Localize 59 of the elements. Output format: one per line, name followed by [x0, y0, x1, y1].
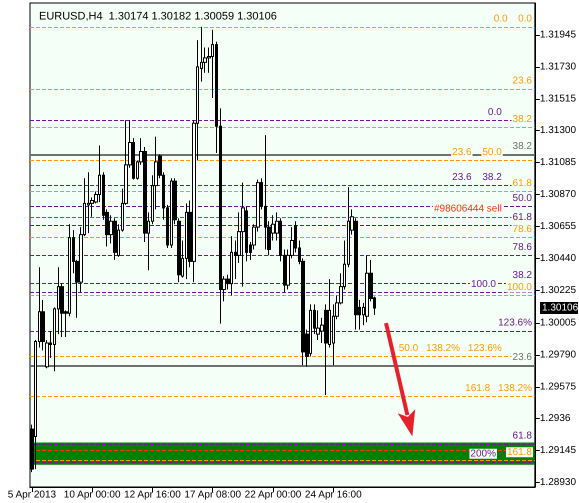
annotation: 23.6 — [452, 146, 472, 158]
annotation: 38.2 — [512, 114, 532, 126]
x-tick-label: 10 Apr 00:00 — [64, 490, 121, 500]
annotation: 23.6 — [452, 172, 472, 184]
x-tick-label: 22 Apr 00:00 — [244, 490, 302, 500]
candlestick — [87, 172, 90, 234]
annotation: #98606444 sell — [434, 203, 502, 214]
y-tick-label: 1.28930 — [540, 477, 576, 488]
candlestick — [365, 254, 369, 323]
annotation: 123.6% — [468, 342, 502, 354]
annotation: 0.0 — [488, 106, 502, 118]
candlestick — [113, 218, 117, 260]
annotation: 100.0 — [506, 282, 532, 293]
annotation: 0.0 — [518, 13, 532, 24]
y-tick-label: 1.31300 — [540, 125, 576, 136]
annotation: 78.6 — [512, 242, 532, 253]
y-tick-label: 1.29145 — [540, 445, 576, 456]
annotation: 38.2 — [512, 140, 532, 152]
candlestick — [230, 236, 233, 296]
y-tick-label: 1.31515 — [540, 93, 576, 104]
x-tick-label: 24 Apr 16:00 — [304, 490, 362, 500]
y-tick-label: 1.2936 — [540, 413, 571, 424]
x-tick-label: 17 Apr 08:00 — [184, 490, 242, 500]
y-tick-label: 1.30655 — [540, 220, 576, 232]
annotation: 0.0 — [494, 13, 508, 24]
candlestick — [185, 202, 188, 280]
annotation: 161.8 — [465, 382, 491, 394]
x-tick-label: 5 Apr 2013 — [8, 490, 57, 500]
annotation: 200% — [470, 448, 496, 460]
annotation: 138.2% — [498, 382, 532, 394]
annotation: 23.6 — [512, 76, 532, 87]
y-tick-label: 1.29575 — [540, 381, 576, 392]
candlestick — [170, 178, 173, 248]
annotation: 50.0 — [482, 146, 502, 158]
text: 1.30106 — [542, 302, 579, 314]
annotation: 38.2 — [512, 270, 532, 282]
y-tick-label: 1.30225 — [540, 284, 576, 296]
x-tick-label: 12 Apr 16:00 — [124, 490, 182, 500]
y-tick-label: 1.30440 — [540, 252, 576, 264]
annotation: 123.6% — [498, 318, 532, 329]
text: EURUSD,H4 1.30174 1.30182 1.30059 1.30106 — [39, 10, 277, 22]
annotation: 100.0 — [470, 279, 496, 290]
annotation: 61.8 — [512, 212, 532, 224]
y-tick-label: 1.31085 — [540, 157, 576, 168]
y-tick-label: 1.29790 — [540, 349, 576, 360]
annotation: 50.0 — [512, 192, 532, 204]
y-tick-label: 1.31945 — [540, 29, 576, 40]
annotation: 50.0 — [398, 342, 419, 354]
annotation: 23.6 — [512, 352, 532, 363]
y-tick-label: 1.30005 — [540, 317, 576, 328]
y-tick-label: 1.31730 — [540, 61, 576, 72]
annotation: 61.8 — [512, 430, 532, 442]
annotation: 138.2% — [426, 342, 460, 354]
y-tick-label: 1.30870 — [540, 189, 576, 200]
candlestick — [241, 182, 245, 288]
annotation: 38.2 — [482, 172, 502, 184]
annotation: 161.8 — [506, 446, 532, 458]
annotation: 78.6 — [512, 224, 532, 236]
annotation: 61.8 — [512, 178, 532, 190]
